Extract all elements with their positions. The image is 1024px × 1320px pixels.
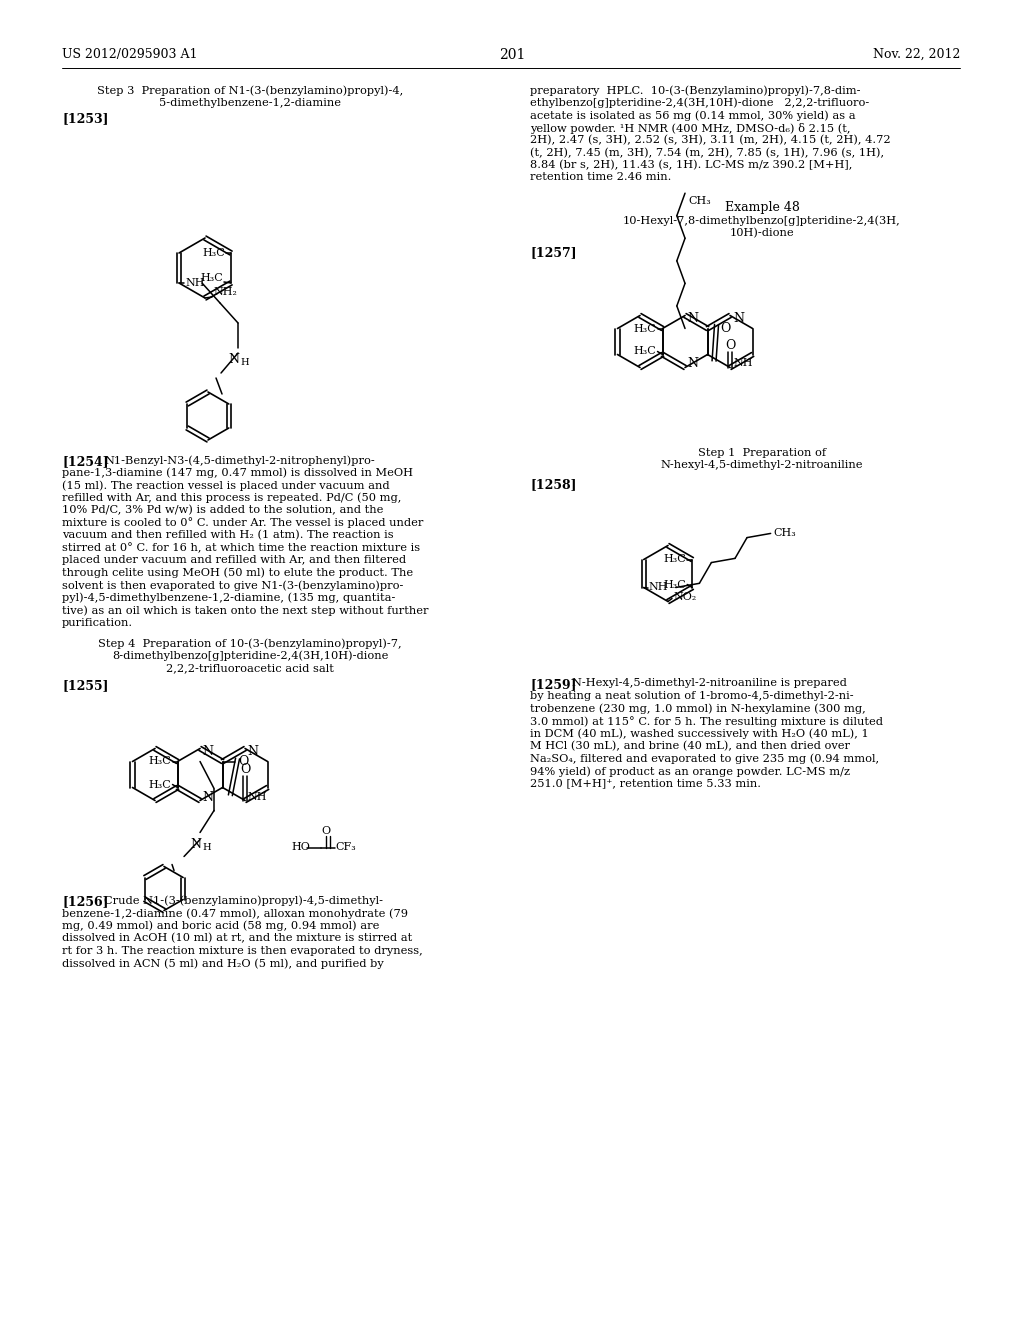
Text: O: O	[240, 763, 250, 776]
Text: NH: NH	[247, 792, 266, 803]
Text: acetate is isolated as 56 mg (0.14 mmol, 30% yield) as a: acetate is isolated as 56 mg (0.14 mmol,…	[530, 110, 856, 120]
Text: H₃C: H₃C	[148, 780, 171, 789]
Text: N: N	[687, 312, 698, 325]
Text: mg, 0.49 mmol) and boric acid (58 mg, 0.94 mmol) are: mg, 0.49 mmol) and boric acid (58 mg, 0.…	[62, 920, 379, 931]
Text: O: O	[721, 322, 731, 335]
Text: 10% Pd/C, 3% Pd w/w) is added to the solution, and the: 10% Pd/C, 3% Pd w/w) is added to the sol…	[62, 506, 383, 515]
Text: [1254]: [1254]	[62, 455, 109, 469]
Text: 201: 201	[499, 48, 525, 62]
Text: pyl)-4,5-dimethylbenzene-1,2-diamine, (135 mg, quantita-: pyl)-4,5-dimethylbenzene-1,2-diamine, (1…	[62, 593, 395, 603]
Text: dissolved in AcOH (10 ml) at rt, and the mixture is stirred at: dissolved in AcOH (10 ml) at rt, and the…	[62, 933, 413, 944]
Text: N: N	[202, 744, 213, 758]
Text: mixture is cooled to 0° C. under Ar. The vessel is placed under: mixture is cooled to 0° C. under Ar. The…	[62, 517, 423, 528]
Text: [1258]: [1258]	[530, 479, 577, 491]
Text: Nov. 22, 2012: Nov. 22, 2012	[872, 48, 961, 61]
Text: Na₂SO₄, filtered and evaporated to give 235 mg (0.94 mmol,: Na₂SO₄, filtered and evaporated to give …	[530, 754, 880, 764]
Text: ethylbenzo[g]pteridine-2,4(3H,10H)-dione   2,2,2-trifluoro-: ethylbenzo[g]pteridine-2,4(3H,10H)-dione…	[530, 98, 869, 108]
Text: 251.0 [M+H]⁺, retention time 5.33 min.: 251.0 [M+H]⁺, retention time 5.33 min.	[530, 779, 761, 788]
Text: O: O	[322, 825, 331, 836]
Text: [1259]: [1259]	[530, 678, 577, 692]
Text: [1255]: [1255]	[62, 680, 109, 693]
Text: 10-Hexyl-7,8-dimethylbenzo[g]pteridine-2,4(3H,: 10-Hexyl-7,8-dimethylbenzo[g]pteridine-2…	[624, 215, 901, 226]
Text: Step 4  Preparation of 10-(3-(benzylamino)propyl)-7,: Step 4 Preparation of 10-(3-(benzylamino…	[98, 638, 401, 648]
Text: M HCl (30 mL), and brine (40 mL), and then dried over: M HCl (30 mL), and brine (40 mL), and th…	[530, 741, 850, 751]
Text: O: O	[239, 755, 249, 768]
Text: benzene-1,2-diamine (0.47 mmol), alloxan monohydrate (79: benzene-1,2-diamine (0.47 mmol), alloxan…	[62, 908, 408, 919]
Text: N-hexyl-4,5-dimethyl-2-nitroaniline: N-hexyl-4,5-dimethyl-2-nitroaniline	[660, 459, 863, 470]
Text: [1257]: [1257]	[530, 247, 577, 260]
Text: N1-Benzyl-N3-(4,5-dimethyl-2-nitrophenyl)pro-: N1-Benzyl-N3-(4,5-dimethyl-2-nitrophenyl…	[104, 455, 375, 466]
Text: NH₂: NH₂	[213, 286, 237, 297]
Text: dissolved in ACN (5 ml) and H₂O (5 ml), and purified by: dissolved in ACN (5 ml) and H₂O (5 ml), …	[62, 958, 384, 969]
Text: vacuum and then refilled with H₂ (1 atm). The reaction is: vacuum and then refilled with H₂ (1 atm)…	[62, 531, 393, 540]
Text: CH₃: CH₃	[774, 528, 797, 539]
Text: 8-dimethylbenzo[g]pteridine-2,4(3H,10H)-dione: 8-dimethylbenzo[g]pteridine-2,4(3H,10H)-…	[112, 651, 388, 661]
Text: by heating a neat solution of 1-bromo-4,5-dimethyl-2-ni-: by heating a neat solution of 1-bromo-4,…	[530, 690, 854, 701]
Text: N: N	[190, 837, 202, 850]
Text: 10H)-dione: 10H)-dione	[730, 228, 795, 239]
Text: trobenzene (230 mg, 1.0 mmol) in N-hexylamine (300 mg,: trobenzene (230 mg, 1.0 mmol) in N-hexyl…	[530, 704, 865, 714]
Text: H₃C: H₃C	[634, 323, 656, 334]
Text: H₃C: H₃C	[634, 346, 656, 356]
Text: preparatory  HPLC.  10-(3-(Benzylamino)propyl)-7,8-dim-: preparatory HPLC. 10-(3-(Benzylamino)pro…	[530, 84, 860, 95]
Text: H₃C: H₃C	[148, 756, 171, 767]
Text: pane-1,3-diamine (147 mg, 0.47 mmol) is dissolved in MeOH: pane-1,3-diamine (147 mg, 0.47 mmol) is …	[62, 467, 413, 478]
Text: N: N	[228, 352, 240, 366]
Text: (15 ml). The reaction vessel is placed under vacuum and: (15 ml). The reaction vessel is placed u…	[62, 480, 389, 491]
Text: HO: HO	[291, 842, 310, 853]
Text: 8.84 (br s, 2H), 11.43 (s, 1H). LC-MS m/z 390.2 [M+H],: 8.84 (br s, 2H), 11.43 (s, 1H). LC-MS m/…	[530, 160, 852, 170]
Text: tive) as an oil which is taken onto the next step without further: tive) as an oil which is taken onto the …	[62, 605, 428, 615]
Text: 2,2,2-trifluoroacetic acid salt: 2,2,2-trifluoroacetic acid salt	[166, 663, 334, 673]
Text: Crude N1-(3-(benzylamino)propyl)-4,5-dimethyl-: Crude N1-(3-(benzylamino)propyl)-4,5-dim…	[104, 895, 383, 906]
Text: NH: NH	[649, 582, 669, 593]
Text: solvent is then evaporated to give N1-(3-(benzylamino)pro-: solvent is then evaporated to give N1-(3…	[62, 579, 403, 590]
Text: Example 48: Example 48	[725, 201, 800, 214]
Text: NH: NH	[733, 359, 753, 368]
Text: Step 3  Preparation of N1-(3-(benzylamino)propyl)-4,: Step 3 Preparation of N1-(3-(benzylamino…	[97, 84, 403, 95]
Text: N: N	[247, 744, 258, 758]
Text: in DCM (40 mL), washed successively with H₂O (40 mL), 1: in DCM (40 mL), washed successively with…	[530, 729, 868, 739]
Text: [1253]: [1253]	[62, 112, 109, 125]
Text: N: N	[733, 312, 744, 325]
Text: retention time 2.46 min.: retention time 2.46 min.	[530, 173, 672, 182]
Text: 94% yield) of product as an orange powder. LC-MS m/z: 94% yield) of product as an orange powde…	[530, 766, 850, 776]
Text: CF₃: CF₃	[335, 842, 355, 853]
Text: Step 1  Preparation of: Step 1 Preparation of	[698, 447, 826, 458]
Text: N: N	[687, 356, 698, 370]
Text: H: H	[240, 358, 249, 367]
Text: CH₃: CH₃	[688, 197, 711, 206]
Text: H₃C: H₃C	[664, 554, 686, 565]
Text: placed under vacuum and refilled with Ar, and then filtered: placed under vacuum and refilled with Ar…	[62, 554, 407, 565]
Text: 3.0 mmol) at 115° C. for 5 h. The resulting mixture is diluted: 3.0 mmol) at 115° C. for 5 h. The result…	[530, 715, 883, 727]
Text: yellow powder. ¹H NMR (400 MHz, DMSO-d₆) δ 2.15 (t,: yellow powder. ¹H NMR (400 MHz, DMSO-d₆)…	[530, 123, 851, 133]
Text: stirred at 0° C. for 16 h, at which time the reaction mixture is: stirred at 0° C. for 16 h, at which time…	[62, 543, 420, 553]
Text: through celite using MeOH (50 ml) to elute the product. The: through celite using MeOH (50 ml) to elu…	[62, 568, 413, 578]
Text: (t, 2H), 7.45 (m, 3H), 7.54 (m, 2H), 7.85 (s, 1H), 7.96 (s, 1H),: (t, 2H), 7.45 (m, 3H), 7.54 (m, 2H), 7.8…	[530, 148, 884, 158]
Text: N: N	[202, 791, 213, 804]
Text: 2H), 2.47 (s, 3H), 2.52 (s, 3H), 3.11 (m, 2H), 4.15 (t, 2H), 4.72: 2H), 2.47 (s, 3H), 2.52 (s, 3H), 3.11 (m…	[530, 135, 891, 145]
Text: [1256]: [1256]	[62, 895, 109, 908]
Text: refilled with Ar, and this process is repeated. Pd/C (50 mg,: refilled with Ar, and this process is re…	[62, 492, 401, 503]
Text: rt for 3 h. The reaction mixture is then evaporated to dryness,: rt for 3 h. The reaction mixture is then…	[62, 945, 423, 956]
Text: purification.: purification.	[62, 618, 133, 627]
Text: NH: NH	[185, 279, 205, 288]
Text: O: O	[725, 339, 735, 352]
Text: N-Hexyl-4,5-dimethyl-2-nitroaniline is prepared: N-Hexyl-4,5-dimethyl-2-nitroaniline is p…	[572, 678, 847, 689]
Text: US 2012/0295903 A1: US 2012/0295903 A1	[62, 48, 198, 61]
Text: H₃C: H₃C	[202, 248, 225, 257]
Text: 5-dimethylbenzene-1,2-diamine: 5-dimethylbenzene-1,2-diamine	[159, 98, 341, 107]
Text: H₃C: H₃C	[664, 579, 686, 590]
Text: H₃C: H₃C	[201, 273, 223, 282]
Text: H: H	[202, 843, 211, 853]
Text: NO₂: NO₂	[673, 591, 696, 602]
